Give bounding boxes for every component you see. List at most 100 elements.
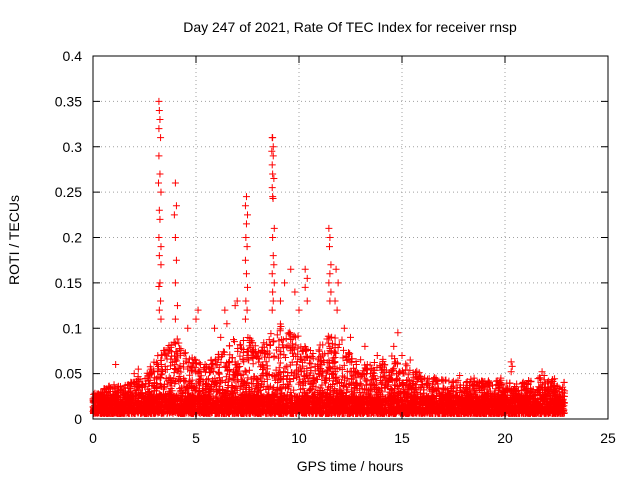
grid-lines xyxy=(93,56,608,419)
data-point xyxy=(339,372,347,380)
data-point xyxy=(519,379,527,387)
data-point xyxy=(504,384,512,392)
data-point xyxy=(537,379,545,387)
data-point xyxy=(340,361,348,369)
data-point xyxy=(308,352,316,360)
data-point xyxy=(165,374,173,382)
data-point xyxy=(170,339,178,347)
data-point xyxy=(236,341,244,349)
data-point xyxy=(275,370,283,378)
data-point xyxy=(398,367,406,375)
data-point xyxy=(150,358,158,366)
data-point xyxy=(328,333,336,341)
data-point xyxy=(393,382,401,390)
data-point xyxy=(302,344,310,352)
data-point xyxy=(314,376,322,384)
data-point xyxy=(306,386,314,394)
data-point xyxy=(402,360,410,368)
data-point xyxy=(298,347,306,355)
data-point xyxy=(292,333,300,341)
data-point xyxy=(166,388,174,396)
data-point xyxy=(370,358,378,366)
data-point xyxy=(293,373,301,381)
data-point xyxy=(191,363,199,371)
data-point xyxy=(334,375,342,383)
data-point xyxy=(151,379,159,387)
data-point xyxy=(324,332,332,340)
data-point xyxy=(449,388,457,396)
data-point xyxy=(331,334,339,342)
data-point xyxy=(329,377,337,385)
data-point xyxy=(180,382,188,390)
data-point xyxy=(230,338,238,346)
data-point xyxy=(240,358,248,366)
data-point xyxy=(253,375,261,383)
data-point xyxy=(293,361,301,369)
data-point xyxy=(123,381,131,389)
data-point xyxy=(265,384,273,392)
data-point xyxy=(262,358,270,366)
data-point xyxy=(222,373,230,381)
data-point xyxy=(163,355,171,363)
data-point xyxy=(214,368,222,376)
data-point xyxy=(303,345,311,353)
data-point xyxy=(243,347,251,355)
data-point xyxy=(233,386,241,394)
data-point xyxy=(388,371,396,379)
data-point xyxy=(267,330,275,338)
data-point xyxy=(283,362,291,370)
data-point xyxy=(275,337,283,345)
data-point xyxy=(346,349,354,357)
data-point xyxy=(171,352,179,360)
data-point xyxy=(368,386,376,394)
data-point xyxy=(452,378,460,386)
data-point xyxy=(258,378,266,386)
data-point xyxy=(263,365,271,373)
data-point xyxy=(551,375,559,383)
data-point xyxy=(357,356,365,364)
data-point xyxy=(303,354,311,362)
data-point xyxy=(303,365,311,373)
data-point xyxy=(186,371,194,379)
data-point xyxy=(403,362,411,370)
data-point xyxy=(356,373,364,381)
data-point xyxy=(245,342,253,350)
data-point xyxy=(301,373,309,381)
data-point xyxy=(256,386,264,394)
data-point xyxy=(379,355,387,363)
data-point xyxy=(406,384,414,392)
data-point xyxy=(219,348,227,356)
data-point xyxy=(295,380,303,388)
data-point xyxy=(181,349,189,357)
data-point xyxy=(318,381,326,389)
data-point xyxy=(258,349,266,357)
data-point xyxy=(338,336,346,344)
data-point xyxy=(265,336,273,344)
data-point xyxy=(348,388,356,396)
data-point xyxy=(315,346,323,354)
data-point xyxy=(392,359,400,367)
data-point xyxy=(326,375,334,383)
data-point xyxy=(181,377,189,385)
data-point xyxy=(321,350,329,358)
data-point xyxy=(315,371,323,379)
data-point xyxy=(305,359,313,367)
data-point xyxy=(207,380,215,388)
data-point xyxy=(299,362,307,370)
data-point xyxy=(213,380,221,388)
data-point xyxy=(204,375,212,383)
data-point xyxy=(352,358,360,365)
data-point xyxy=(173,335,181,343)
data-point xyxy=(319,356,327,364)
data-point xyxy=(266,341,274,349)
data-point xyxy=(274,371,282,379)
data-point xyxy=(372,375,380,383)
data-point xyxy=(173,357,181,365)
data-point xyxy=(270,352,278,360)
data-point xyxy=(387,384,395,392)
data-point xyxy=(388,367,396,375)
data-point xyxy=(389,366,397,374)
data-point xyxy=(263,382,271,390)
data-point xyxy=(260,339,268,347)
